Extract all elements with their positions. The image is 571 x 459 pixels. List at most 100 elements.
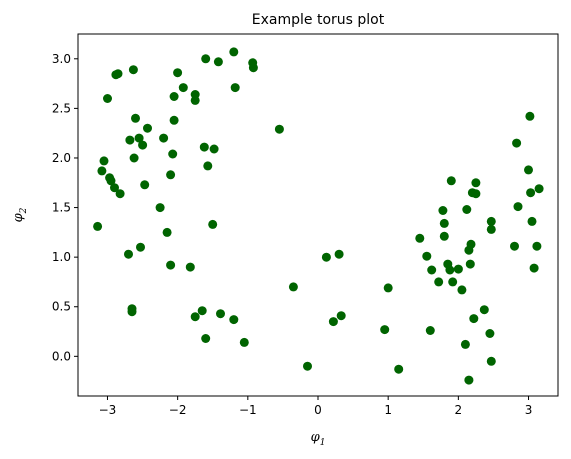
scatter-point [445,266,454,275]
scatter-point [466,260,475,269]
scatter-point [275,125,284,134]
scatter-point [216,309,225,318]
scatter-point [514,202,523,211]
scatter-point [487,217,496,226]
scatter-point [163,228,172,237]
x-axis-label-sub: 1 [320,438,326,448]
y-tick-label: 2.0 [52,151,71,165]
scatter-point [447,176,456,185]
scatter-point [289,282,298,291]
scatter-point [214,57,223,66]
scatter-point [231,83,240,92]
scatter-point [201,54,210,63]
scatter-point [394,365,403,374]
y-tick-label: 3.0 [52,52,71,66]
scatter-point [440,232,449,241]
y-tick-label: 2.5 [52,101,71,115]
y-axis-label-sub: 2 [19,207,29,214]
scatter-point [170,92,179,101]
scatter-point [464,376,473,385]
scatter-point [415,234,424,243]
scatter-point [156,203,165,212]
scatter-point [462,205,471,214]
scatter-point [191,90,200,99]
scatter-point [426,326,435,335]
x-tick-label: −3 [99,403,117,417]
scatter-point [93,222,102,231]
scatter-point [532,242,541,251]
scatter-point [186,263,195,272]
scatter-point [524,165,533,174]
scatter-point [166,170,175,179]
scatter-point [427,266,436,275]
scatter-point [103,94,112,103]
scatter-point [335,250,344,259]
scatter-point [200,143,209,152]
x-tick-label: 2 [455,403,463,417]
scatter-point [487,225,496,234]
x-tick-label: −2 [169,403,187,417]
scatter-point [229,47,238,56]
x-tick-label: 3 [525,403,533,417]
scatter-point [380,325,389,334]
scatter-point [140,180,149,189]
scatter-point [125,136,134,145]
scatter-point [485,329,494,338]
y-tick-label: 1.0 [52,250,71,264]
scatter-point [457,285,466,294]
scatter-point [469,314,478,323]
scatter-point [471,178,480,187]
scatter-point [131,114,140,123]
scatter-point [129,65,138,74]
scatter-point [208,220,217,229]
scatter-point [198,306,207,315]
scatter-point [448,277,457,286]
scatter-point [201,334,210,343]
y-tick-label: 0.5 [52,300,71,314]
scatter-point [303,362,312,371]
scatter-point [440,219,449,228]
scatter-point [512,139,521,148]
scatter-point [191,312,200,321]
scatter-point [124,250,133,259]
scatter-point [240,338,249,347]
scatter-point [487,357,496,366]
x-tick-label: 1 [384,403,392,417]
scatter-point [329,317,338,326]
y-tick-label: 0.0 [52,349,71,363]
y-tick-label: 1.5 [52,201,71,215]
scatter-point [116,189,125,198]
scatter-point [173,68,182,77]
scatter-point [130,154,139,163]
scatter-point [526,188,535,197]
scatter-point [136,243,145,252]
scatter-point [454,265,463,274]
x-tick-label: −1 [239,403,257,417]
scatter-point [159,134,168,143]
scatter-point [166,261,175,270]
scatter-point [535,184,544,193]
plot-area [78,34,558,396]
scatter-point [422,252,431,261]
scatter-point [434,277,443,286]
scatter-point [168,150,177,159]
scatter-point [229,315,238,324]
scatter-point [322,253,331,262]
scatter-point [438,206,447,215]
scatter-point [249,63,258,72]
scatter-point [179,83,188,92]
scatter-point [138,141,147,150]
scatter-point [528,217,537,226]
scatter-point [525,112,534,121]
scatter-point [210,145,219,154]
scatter-point [170,116,179,125]
scatter-point [128,304,137,313]
scatter-point [530,264,539,273]
scatter-point [461,340,470,349]
scatter-point [480,305,489,314]
scatter-point [467,240,476,249]
scatter-point [471,189,480,198]
scatter-point [97,166,106,175]
scatter-point [114,69,123,78]
